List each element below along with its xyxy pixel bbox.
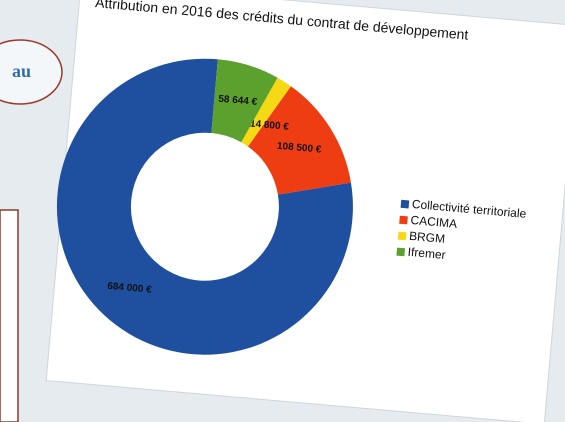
value-label: 108 500 € (276, 141, 322, 156)
chart-card: Attribution en 2016 des crédits du contr… (45, 0, 565, 422)
donut-slice (56, 58, 353, 355)
note-bubble (0, 39, 63, 105)
legend-label: Ifremer (407, 245, 446, 262)
side-panel (0, 209, 19, 422)
note-text: au (12, 61, 31, 81)
legend-swatch (397, 231, 407, 241)
donut-slice (211, 59, 278, 143)
value-label: 58 644 € (218, 94, 258, 108)
legend-swatch (399, 215, 408, 225)
donut-slice (241, 77, 291, 147)
legend-swatch (396, 247, 406, 257)
legend-label: CACIMA (410, 213, 458, 231)
legend-label: BRGM (409, 229, 446, 246)
value-label: 14 800 € (250, 118, 290, 132)
value-label: 684 000 € (107, 281, 153, 296)
donut-slice (247, 86, 351, 195)
legend-swatch (400, 199, 410, 209)
